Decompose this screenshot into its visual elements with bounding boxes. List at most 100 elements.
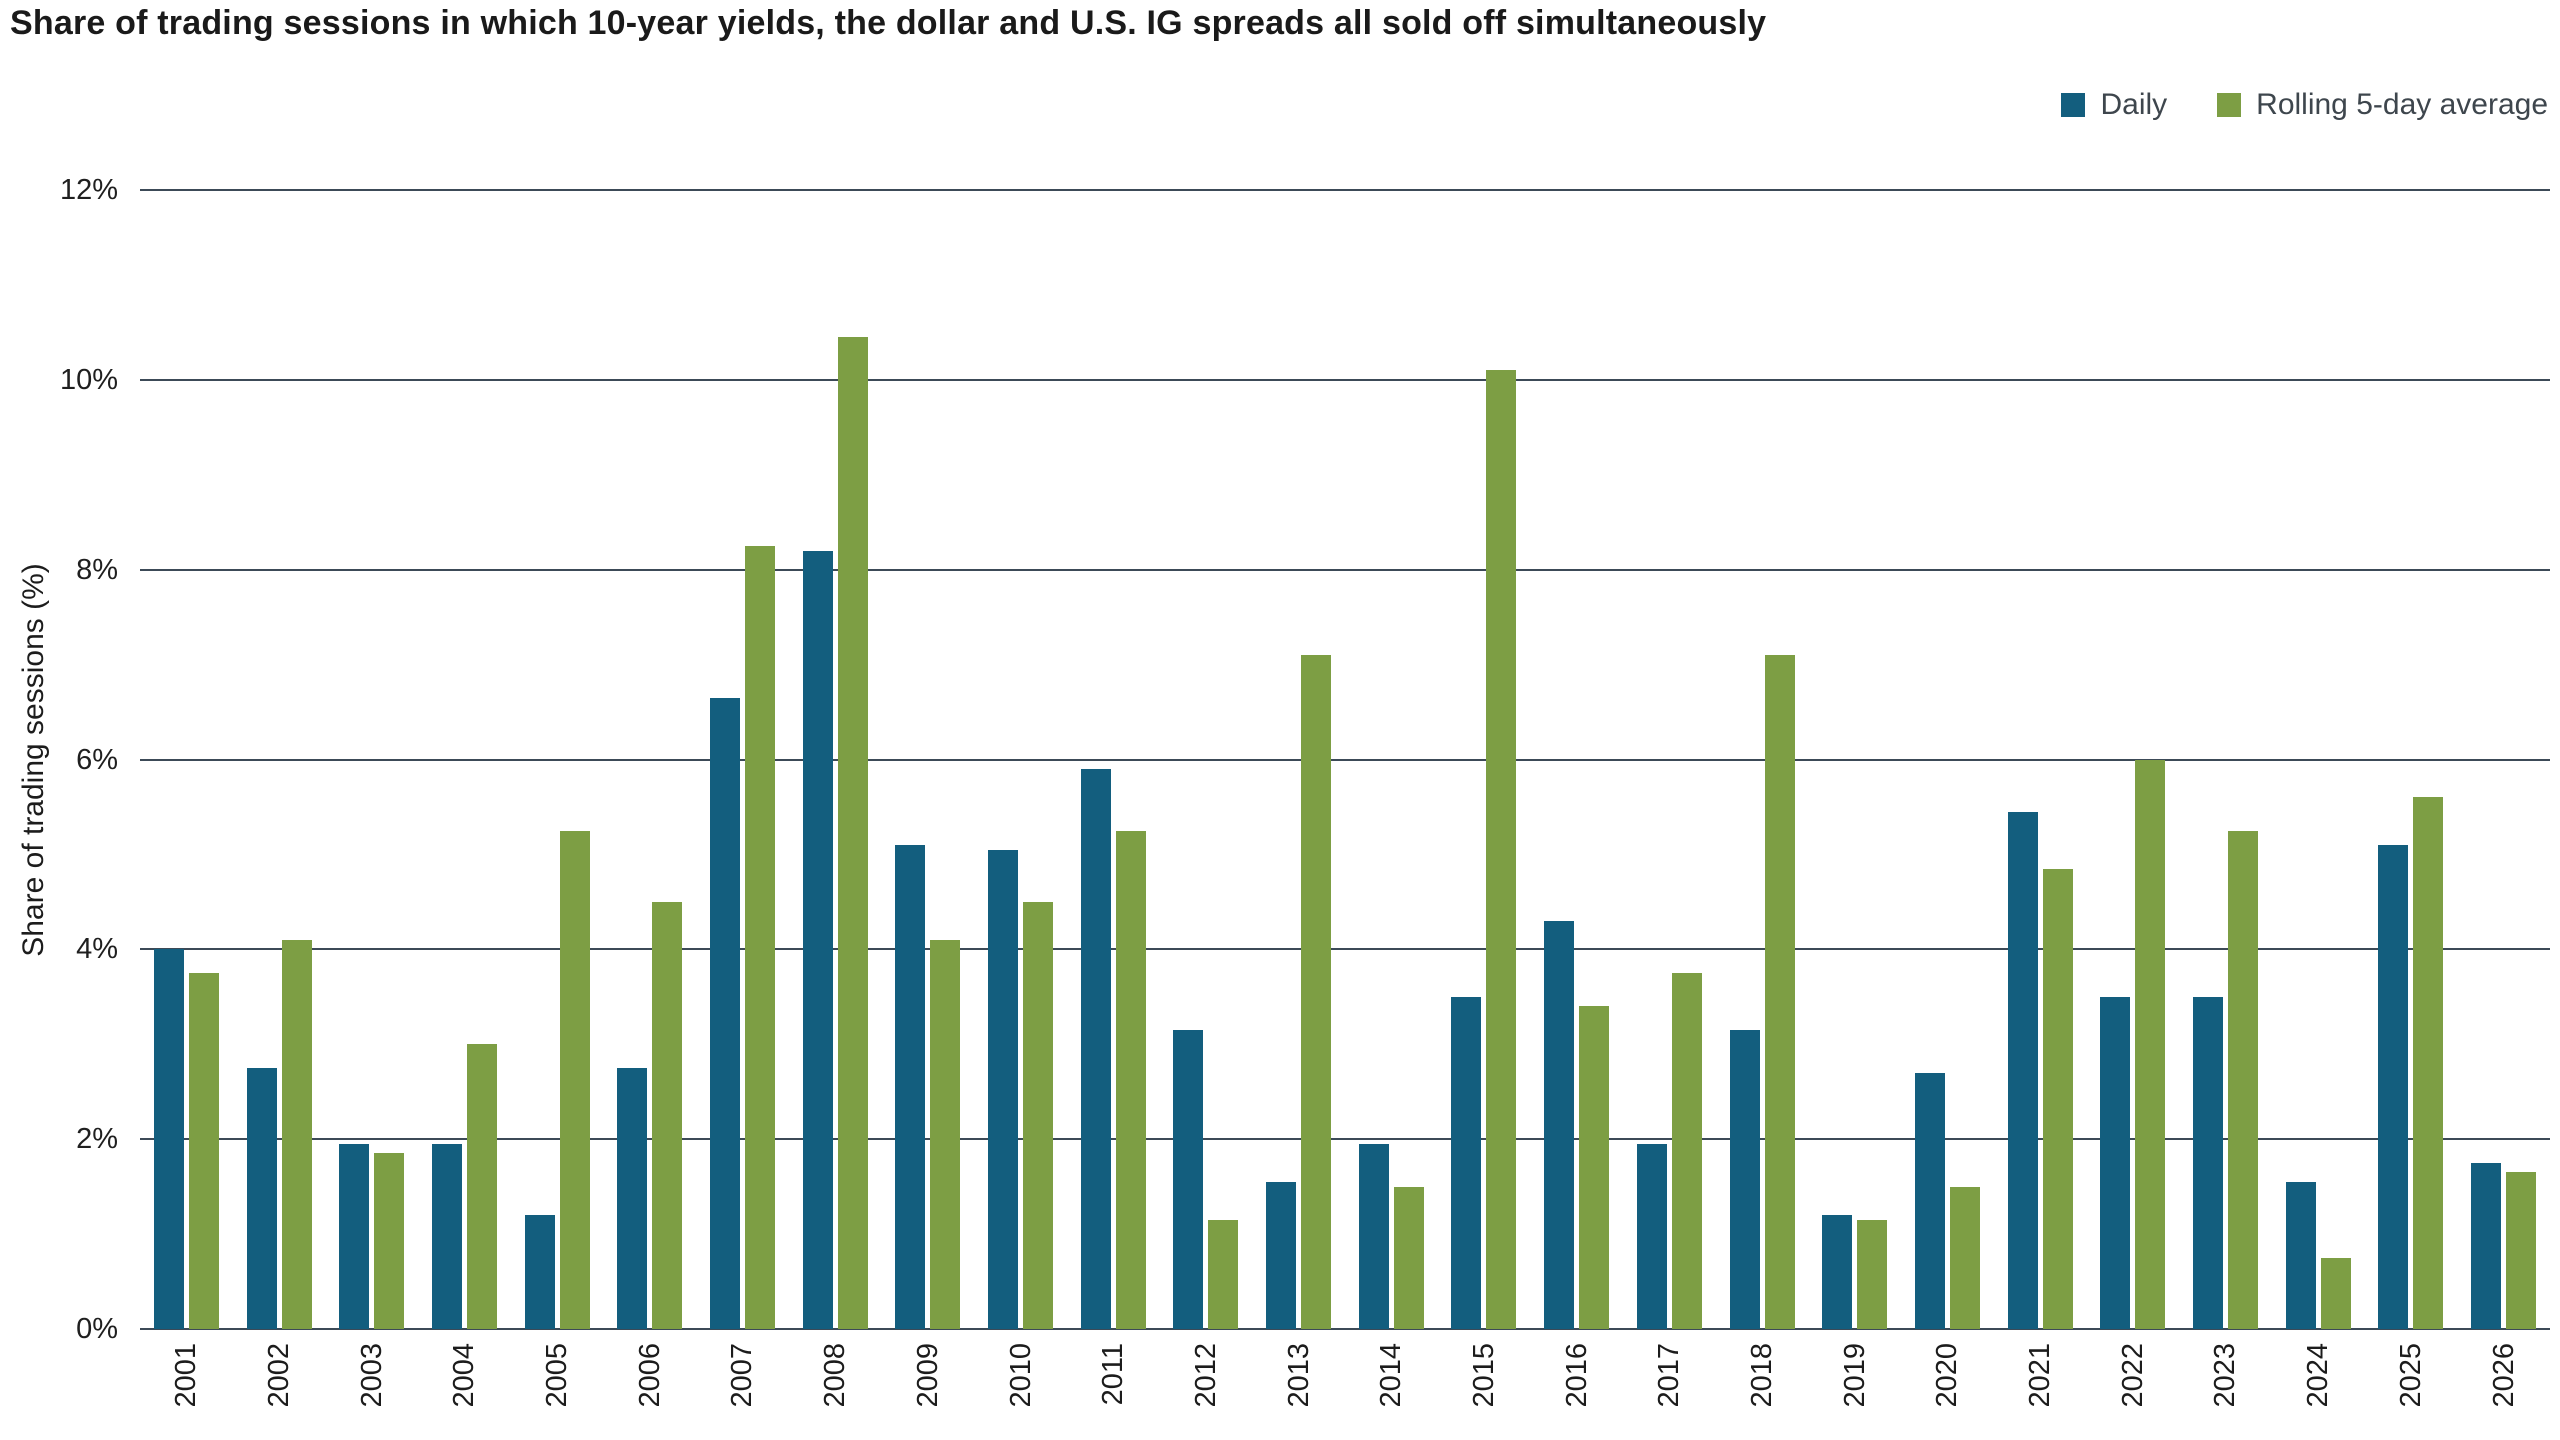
bar-group-2007 [696, 190, 789, 1329]
gridline-0 [140, 1328, 2550, 1330]
x-axis-tick-2025: 2025 [2365, 1343, 2458, 1435]
x-axis-tick-2012: 2012 [1160, 1343, 1253, 1435]
gridline-8 [140, 568, 2550, 571]
x-axis-tick-label-2025: 2025 [2394, 1343, 2427, 1408]
x-axis-tick-2021: 2021 [1994, 1343, 2087, 1435]
x-axis-tick-label-2004: 2004 [448, 1343, 481, 1408]
chart-title: Share of trading sessions in which 10-ye… [10, 4, 1767, 42]
x-axis-tick-label-2018: 2018 [1746, 1343, 1779, 1408]
bar-group-2009 [882, 190, 975, 1329]
x-axis-tick-label-2017: 2017 [1653, 1343, 1686, 1408]
x-axis-tick-label-2007: 2007 [726, 1343, 759, 1408]
legend-swatch-daily-icon [2061, 93, 2086, 117]
x-axis-tick-2024: 2024 [2272, 1343, 2365, 1435]
bar-group-2022 [2086, 190, 2179, 1329]
bar-rolling-5-day-average-2023 [2227, 830, 2258, 1329]
x-axis-tick-label-2010: 2010 [1004, 1343, 1037, 1408]
bar-group-2020 [1901, 190, 1994, 1329]
x-axis-tick-2008: 2008 [789, 1343, 882, 1435]
bar-daily-2017 [1636, 1143, 1667, 1329]
gridline-12 [140, 189, 2550, 191]
bar-rolling-5-day-average-2009 [930, 939, 961, 1329]
legend-swatch-rolling-5-day-average-icon [2217, 93, 2242, 117]
bar-rolling-5-day-average-2007 [744, 545, 775, 1329]
bar-rolling-5-day-average-2008 [837, 337, 868, 1329]
bar-rolling-5-day-average-2014 [1393, 1186, 1424, 1329]
bar-group-2005 [511, 190, 604, 1329]
gridline-10 [140, 378, 2550, 381]
y-axis-tick-label-2: 2% [76, 1123, 118, 1156]
bar-daily-2018 [1729, 1030, 1760, 1329]
x-axis-tick-label-2016: 2016 [1560, 1343, 1593, 1408]
bar-daily-2001 [153, 949, 184, 1329]
bar-rolling-5-day-average-2015 [1486, 370, 1517, 1329]
bar-rolling-5-day-average-2005 [559, 830, 590, 1329]
x-axis-tick-2014: 2014 [1345, 1343, 1438, 1435]
x-axis-tick-2017: 2017 [1623, 1343, 1716, 1435]
bar-rolling-5-day-average-2010 [1023, 901, 1054, 1329]
bar-daily-2008 [802, 550, 833, 1329]
bar-rolling-5-day-average-2001 [188, 973, 219, 1329]
x-axis-tick-label-2023: 2023 [2209, 1343, 2242, 1408]
x-axis-tick-2018: 2018 [1716, 1343, 1809, 1435]
x-axis-tick-label-2026: 2026 [2487, 1343, 2520, 1408]
bar-rolling-5-day-average-2004 [466, 1044, 497, 1329]
x-axis-tick-2020: 2020 [1901, 1343, 1994, 1435]
bar-group-2024 [2272, 190, 2365, 1329]
bar-rolling-5-day-average-2021 [2042, 868, 2073, 1329]
y-axis-tick-label-12: 12% [59, 174, 118, 206]
bar-daily-2023 [2192, 996, 2223, 1329]
legend-label-rolling-5-day-average: Rolling 5-day average [2256, 88, 2548, 121]
x-axis-tick-label-2012: 2012 [1189, 1343, 1222, 1408]
x-axis-tick-label-2008: 2008 [819, 1343, 852, 1408]
x-axis-tick-label-2014: 2014 [1375, 1343, 1408, 1408]
y-axis-tick-label-4: 4% [76, 933, 118, 966]
bar-series-container [140, 190, 2550, 1329]
bar-daily-2004 [431, 1143, 462, 1329]
bar-daily-2006 [617, 1067, 648, 1329]
x-axis-tick-2022: 2022 [2086, 1343, 2179, 1435]
x-axis-tick-2010: 2010 [974, 1343, 1067, 1435]
bar-group-2006 [603, 190, 696, 1329]
x-axis-tick-label-2015: 2015 [1467, 1343, 1500, 1408]
bar-daily-2020 [1914, 1072, 1945, 1329]
x-axis-tick-label-2013: 2013 [1282, 1343, 1315, 1408]
bar-group-2012 [1160, 190, 1253, 1329]
x-axis-tick-label-2009: 2009 [911, 1343, 944, 1408]
bar-daily-2019 [1822, 1215, 1853, 1329]
bar-rolling-5-day-average-2016 [1579, 1006, 1610, 1329]
bar-rolling-5-day-average-2011 [1115, 830, 1146, 1329]
bar-rolling-5-day-average-2019 [1857, 1219, 1888, 1329]
bar-group-2026 [2457, 190, 2550, 1329]
bar-rolling-5-day-average-2003 [374, 1153, 405, 1329]
bar-group-2013 [1252, 190, 1345, 1329]
x-axis-tick-label-2001: 2001 [170, 1343, 203, 1408]
y-axis: 0% 2% 4% 6% 8% 10% 12% [0, 175, 130, 1344]
bar-rolling-5-day-average-2025 [2413, 797, 2444, 1329]
x-axis-tick-label-2005: 2005 [541, 1343, 574, 1408]
bar-daily-2010 [988, 849, 1019, 1329]
x-axis-tick-2004: 2004 [418, 1343, 511, 1435]
y-axis-tick-label-10: 10% [59, 363, 118, 396]
bar-group-2010 [974, 190, 1067, 1329]
x-axis-tick-label-2020: 2020 [1931, 1343, 1964, 1408]
bar-group-2015 [1438, 190, 1531, 1329]
bar-rolling-5-day-average-2020 [1949, 1186, 1980, 1329]
bar-daily-2012 [1173, 1030, 1204, 1329]
legend-label-daily: Daily [2100, 88, 2168, 121]
x-axis-tick-2003: 2003 [325, 1343, 418, 1435]
bar-group-2018 [1716, 190, 1809, 1329]
plot-region: 0% 2% 4% 6% 8% 10% 12% [0, 175, 2550, 1344]
x-axis-tick-2016: 2016 [1530, 1343, 1623, 1435]
legend-item-rolling-5-day-average: Rolling 5-day average [2217, 88, 2548, 122]
legend-item-daily: Daily [2061, 88, 2167, 122]
bar-rolling-5-day-average-2013 [1301, 655, 1332, 1329]
bar-daily-2026 [2471, 1162, 2502, 1329]
bar-group-2025 [2365, 190, 2458, 1329]
bar-daily-2003 [339, 1143, 370, 1329]
x-axis-tick-label-2006: 2006 [633, 1343, 666, 1408]
x-axis-tick-2007: 2007 [696, 1343, 789, 1435]
x-axis-tick-2006: 2006 [603, 1343, 696, 1435]
bar-daily-2011 [1080, 769, 1111, 1329]
bar-rolling-5-day-average-2022 [2135, 759, 2166, 1329]
